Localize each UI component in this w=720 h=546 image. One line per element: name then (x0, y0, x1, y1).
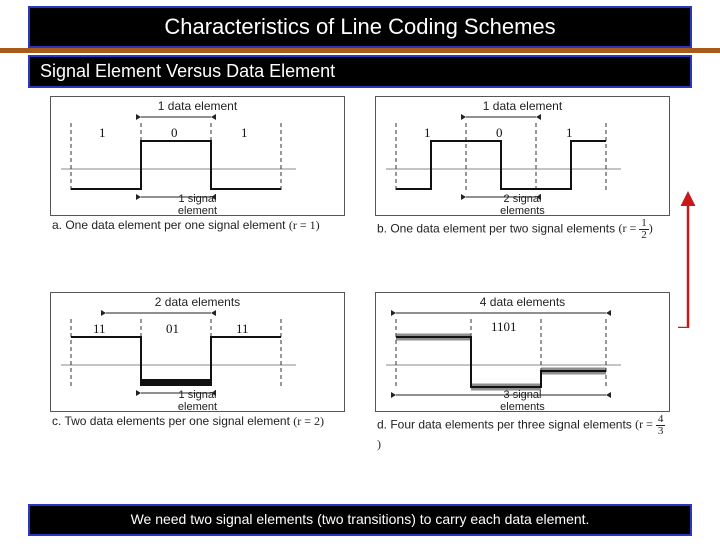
panel-b-val-1: 0 (496, 125, 503, 141)
panel-b-diagram: 1 data element 1 0 1 2 signalelements (375, 96, 670, 216)
panel-b-val-0: 1 (424, 125, 431, 141)
panel-c-val-2: 11 (236, 321, 249, 337)
panel-b-val-2: 1 (566, 125, 573, 141)
title-bar: Characteristics of Line Coding Schemes (28, 6, 692, 48)
panel-a-caption: a. One data element per one signal eleme… (50, 218, 345, 234)
page-title: Characteristics of Line Coding Schemes (164, 14, 555, 39)
panel-c-diagram: 2 data elements 11 01 11 1 signalelement (50, 292, 345, 412)
panel-c-val-1: 01 (166, 321, 179, 337)
panel-a: 1 data element 1 0 1 1 signalelement a. … (50, 96, 345, 282)
panel-d-caption: d. Four data elements per three signal e… (375, 414, 670, 453)
panel-c: 2 data elements 11 01 11 1 signalelement… (50, 292, 345, 478)
panel-a-bottom-label: 1 signalelement (51, 193, 344, 217)
panel-d-bottom-label: 3 signalelements (376, 389, 669, 413)
panel-a-val-1: 0 (171, 125, 178, 141)
panel-b: 1 data element 1 0 1 2 signalelements b.… (375, 96, 670, 282)
panel-b-caption: b. One data element per two signal eleme… (375, 218, 670, 241)
panel-d: 4 data elements 1101 3 signalelements d.… (375, 292, 670, 478)
panel-a-val-2: 1 (241, 125, 248, 141)
accent-divider (0, 48, 720, 53)
diagram-grid: 1 data element 1 0 1 1 signalelement a. … (0, 88, 720, 478)
panel-c-bottom-label: 1 signalelement (51, 389, 344, 413)
footer-bar: We need two signal elements (two transit… (28, 504, 692, 536)
subtitle-bar: Signal Element Versus Data Element (28, 55, 692, 88)
footer-text: We need two signal elements (two transit… (131, 511, 590, 527)
panel-c-caption: c. Two data elements per one signal elem… (50, 414, 345, 430)
panel-a-val-0: 1 (99, 125, 106, 141)
panel-d-diagram: 4 data elements 1101 3 signalelements (375, 292, 670, 412)
panel-d-val-0: 1101 (491, 319, 517, 335)
subtitle-text: Signal Element Versus Data Element (40, 61, 335, 81)
panel-c-val-0: 11 (93, 321, 106, 337)
panel-b-bottom-label: 2 signalelements (376, 193, 669, 217)
panel-a-diagram: 1 data element 1 0 1 1 signalelement (50, 96, 345, 216)
